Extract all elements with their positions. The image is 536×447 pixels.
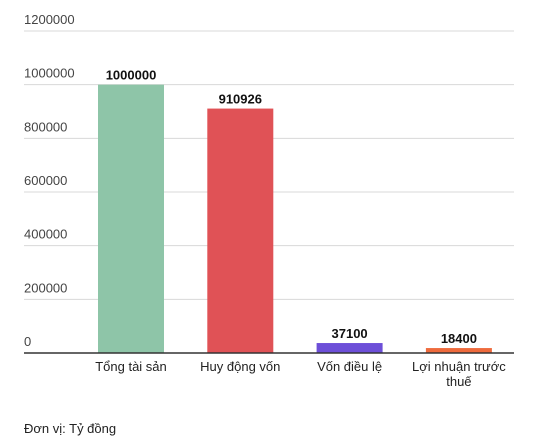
unit-footnote: Đơn vị: Tỷ đồng bbox=[24, 421, 117, 436]
x-tick-label: Huy động vốn bbox=[200, 359, 280, 374]
y-axis-ticks: 0 200000 400000 600000 800000 1000000 1200000 bbox=[24, 12, 75, 349]
bar bbox=[207, 108, 274, 353]
y-tick-label: 1000000 bbox=[24, 66, 75, 81]
x-axis-ticks: Tổng tài sản Huy động vốn Vốn điều lệ Lợi n… bbox=[95, 359, 506, 389]
bar bbox=[425, 348, 492, 353]
bar bbox=[316, 343, 383, 353]
bars bbox=[98, 84, 492, 354]
x-tick-label: Lợi nhuận trước thuế bbox=[412, 359, 506, 389]
y-tick-label: 1200000 bbox=[24, 12, 75, 27]
data-label: 37100 bbox=[332, 326, 368, 341]
y-tick-label: 200000 bbox=[24, 280, 67, 295]
bar bbox=[98, 84, 164, 354]
x-tick-label: Vốn điều lệ bbox=[317, 359, 382, 374]
y-tick-label: 0 bbox=[24, 334, 31, 349]
data-label: 910926 bbox=[219, 92, 262, 107]
data-label: 1000000 bbox=[106, 68, 157, 83]
y-tick-label: 800000 bbox=[24, 119, 67, 134]
data-labels: 1000000 910926 37100 18400 bbox=[106, 68, 477, 346]
x-tick-label: Tổng tài sản bbox=[95, 359, 167, 374]
data-label: 18400 bbox=[441, 331, 477, 346]
y-tick-label: 600000 bbox=[24, 173, 67, 188]
y-tick-label: 400000 bbox=[24, 227, 67, 242]
bar-chart: 020000040000060000080000010000001200000 … bbox=[24, 12, 514, 389]
